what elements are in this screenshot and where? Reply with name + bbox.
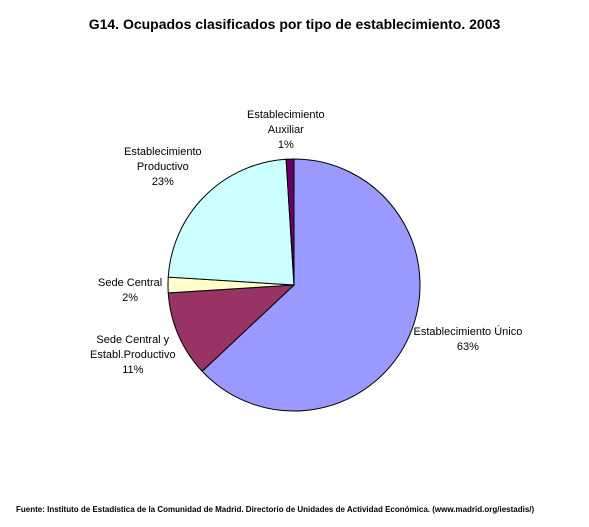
slice-label-text: Sede Central [98, 277, 163, 289]
slice-label-2: Sede Central y Establ.Productivo 11% [90, 333, 176, 378]
slice-label-text: Productivo [136, 161, 189, 173]
pie-slice-2 [167, 284, 296, 372]
slice-label-text: Sede Central y [96, 334, 170, 346]
slice-value-label: 11% [122, 364, 144, 376]
pie-slice-4 [167, 158, 295, 286]
slice-label-text: Auxiliar [267, 124, 304, 136]
source-note: Fuente: Instituto de Estadística de la C… [16, 505, 535, 514]
slice-label-text: Establecimiento [247, 109, 325, 121]
slice-label-3: Sede Central 2% [98, 276, 162, 306]
slice-label-1: Establecimiento Único 63% [414, 325, 523, 355]
chart-title: G14. Ocupados clasificados por tipo de e… [88, 16, 501, 32]
slice-label-text: Establecimiento Único [413, 326, 523, 338]
slice-value-label: 23% [151, 176, 174, 188]
slice-value-label: 2% [122, 292, 139, 304]
slice-label-5: Establecimiento Auxiliar 1% [247, 108, 325, 153]
slice-label-text: Establecimiento [124, 146, 202, 158]
slice-label-4: Establecimiento Productivo 23% [124, 145, 202, 190]
slice-label-text: Establ.Productivo [90, 349, 176, 361]
slice-value-label: 63% [456, 341, 479, 353]
pie-slice-5 [285, 158, 295, 286]
pie-chart [167, 158, 421, 412]
slice-value-label: 1% [277, 139, 294, 151]
pie-slice-1 [201, 158, 421, 412]
